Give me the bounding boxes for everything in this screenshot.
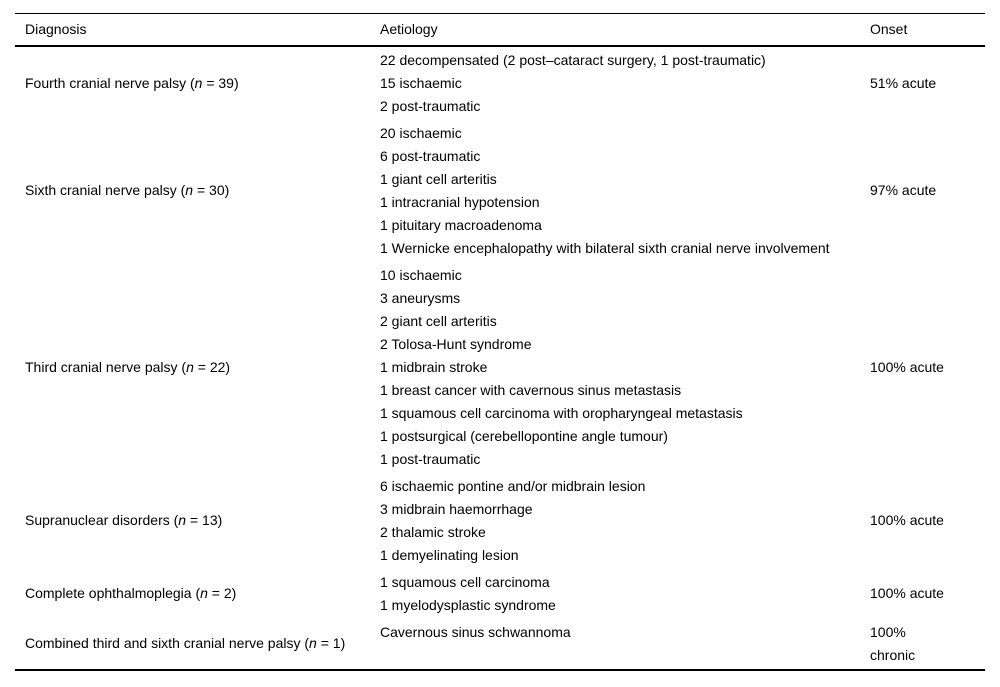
aetiology-line: 1 pituitary macroadenoma [380, 216, 542, 233]
aetiology-line: 1 postsurgical (cerebellopontine angle t… [380, 427, 668, 444]
column-header-onset: Onset [870, 13, 985, 47]
aetiology-line: 1 midbrain stroke [380, 358, 488, 375]
aetiology-line: 20 ischaemic [380, 124, 462, 141]
onset-cell: 51% acute [870, 74, 937, 91]
aetiology-line: 2 Tolosa-Hunt syndrome [380, 335, 532, 352]
diagnosis-label: Third cranial nerve palsy (n = 22) [25, 358, 231, 375]
aetiology-line: Cavernous sinus schwannoma [380, 623, 571, 640]
aetiology-line: 15 ischaemic [380, 74, 462, 91]
diagnosis-label: Sixth cranial nerve palsy (n = 30) [25, 182, 230, 198]
column-header-aetiology: Aetiology [380, 13, 870, 47]
aetiology-line: 2 thalamic stroke [380, 523, 486, 540]
diagnosis-cell: Sixth cranial nerve palsy (n = 30) [15, 120, 380, 262]
aetiology-cell: 10 ischaemic 3 aneurysms 2 giant cell arte… [380, 262, 870, 473]
diagnosis-cell: Combined third and sixth cranial nerve p… [15, 619, 380, 670]
aetiology-cell: 20 ischaemic 6 post-traumatic 1 giant cell… [380, 120, 870, 262]
column-header-diagnosis: Diagnosis [15, 13, 380, 47]
aetiology-line: 1 intracranial hypotension [380, 193, 540, 210]
onset-cell: 100% chronic [870, 623, 916, 663]
diagnosis-cell: Complete ophthalmoplegia (n = 2) [15, 569, 380, 619]
aetiology-line: 1 squamous cell carcinoma [380, 573, 550, 590]
onset-cell: 100% acute [870, 512, 944, 528]
aetiology-line: 1 myelodysplastic syndrome [380, 596, 556, 613]
aetiology-line: 3 aneurysms [380, 289, 461, 306]
diagnosis-label: Combined third and sixth cranial nerve p… [25, 635, 346, 651]
aetiology-line: 3 midbrain haemorrhage [380, 500, 533, 517]
aetiology-line: 2 giant cell arteritis [380, 312, 497, 329]
table-header: Diagnosis Aetiology Onset [15, 13, 985, 47]
table-row: Fourth cranial nerve palsy (n = 39) 22 d… [15, 46, 985, 120]
onset-cell: 97% acute [870, 182, 937, 198]
aetiology-cell: Cavernous sinus schwannoma [380, 619, 870, 670]
aetiology-line: 1 giant cell arteritis [380, 170, 497, 187]
aetiology-line: 10 ischaemic [380, 266, 462, 283]
aetiology-line: 1 breast cancer with cavernous sinus met… [380, 381, 682, 398]
diagnosis-label: Fourth cranial nerve palsy (n = 39) [25, 74, 239, 91]
onset-cell: 100% acute [870, 585, 944, 601]
aetiology-cell: 22 decompensated (2 post–cataract surger… [380, 46, 870, 120]
diagnosis-label: Complete ophthalmoplegia (n = 2) [25, 585, 237, 601]
onset-cell: 100% acute [870, 358, 944, 375]
aetiology-line: 1 post-traumatic [380, 450, 481, 467]
table-row: Combined third and sixth cranial nerve p… [15, 619, 985, 670]
aetiology-cell: 1 squamous cell carcinoma 1 myelodysplast… [380, 569, 870, 619]
table-row: Complete ophthalmoplegia (n = 2) 1 squam… [15, 569, 985, 619]
diagnosis-aetiology-table: Diagnosis Aetiology Onset Fourth cranial… [15, 13, 985, 671]
aetiology-cell: 6 ischaemic pontine and/or midbrain lesi… [380, 473, 870, 569]
aetiology-line: 1 demyelinating lesion [380, 546, 519, 563]
aetiology-line: 1 Wernicke encephalopathy with bilateral… [380, 239, 830, 256]
table-row: Sixth cranial nerve palsy (n = 30) 20 is… [15, 120, 985, 262]
table-body: Fourth cranial nerve palsy (n = 39) 22 d… [15, 46, 985, 670]
aetiology-line: 6 ischaemic pontine and/or midbrain lesi… [380, 477, 646, 494]
aetiology-line: 22 decompensated (2 post–cataract surger… [380, 51, 766, 68]
aetiology-line: 1 squamous cell carcinoma with oropharyn… [380, 404, 743, 421]
diagnosis-label: Supranuclear disorders (n = 13) [25, 512, 223, 528]
table-row: Supranuclear disorders (n = 13) 6 ischae… [15, 473, 985, 569]
diagnosis-cell: Fourth cranial nerve palsy (n = 39) [15, 46, 380, 120]
diagnosis-cell: Third cranial nerve palsy (n = 22) [15, 262, 380, 473]
aetiology-line: 6 post-traumatic [380, 147, 481, 164]
table-row: Third cranial nerve palsy (n = 22) 10 is… [15, 262, 985, 473]
aetiology-line: 2 post-traumatic [380, 97, 481, 114]
header-row: Diagnosis Aetiology Onset [15, 13, 985, 47]
diagnosis-cell: Supranuclear disorders (n = 13) [15, 473, 380, 569]
